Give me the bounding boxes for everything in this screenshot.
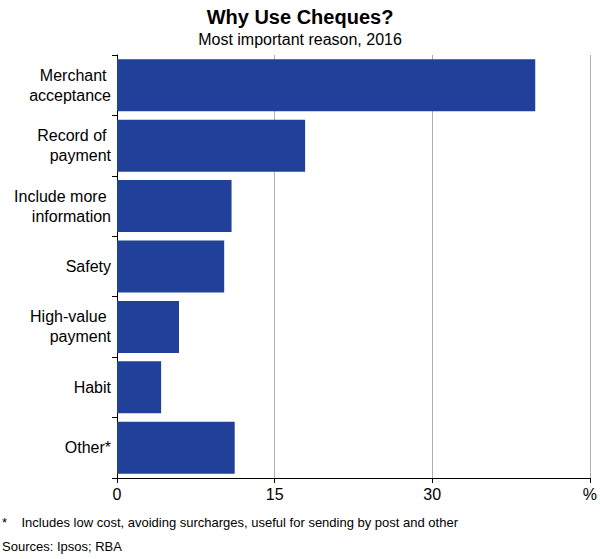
svg-text:30: 30 <box>423 486 441 503</box>
svg-text:Most important reason, 2016: Most important reason, 2016 <box>198 31 402 48</box>
svg-text:Other*: Other* <box>65 439 111 456</box>
svg-text:Merchant: Merchant <box>40 67 111 84</box>
svg-text:Why Use Cheques?: Why Use Cheques? <box>207 6 394 28</box>
svg-text:15: 15 <box>266 486 284 503</box>
svg-text:Safety: Safety <box>66 258 111 275</box>
svg-text:acceptance: acceptance <box>29 87 111 104</box>
svg-text:* Includes low cost, avoidi: * Includes low cost, avoiding surcharges… <box>2 515 459 530</box>
svg-text:Sources: Ipsos; RBA: Sources: Ipsos; RBA <box>2 539 122 554</box>
svg-text:payment: payment <box>50 147 112 164</box>
svg-text:information: information <box>32 208 111 225</box>
svg-text:payment: payment <box>50 328 112 345</box>
svg-text:%: % <box>583 486 597 503</box>
svg-text:Record of: Record of <box>37 127 111 144</box>
svg-text:Include more: Include more <box>14 188 111 205</box>
svg-text:High-value: High-value <box>30 308 111 325</box>
svg-text:0: 0 <box>113 486 122 503</box>
svg-text:Habit: Habit <box>74 379 112 396</box>
